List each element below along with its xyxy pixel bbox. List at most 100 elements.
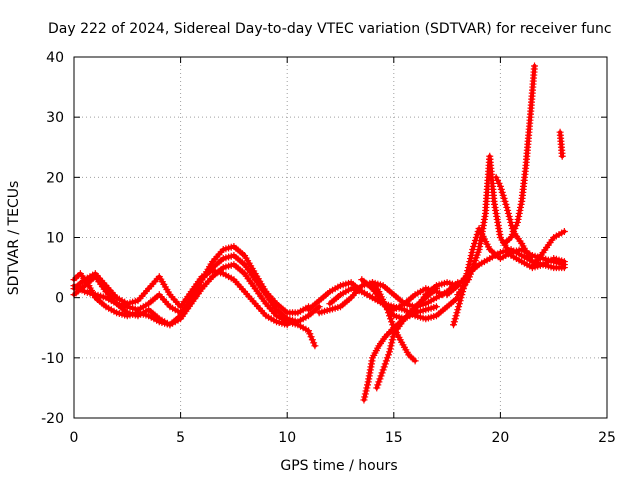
- data-point-marker: [514, 215, 522, 223]
- data-point-marker: [506, 215, 514, 223]
- series-track-11: [373, 285, 440, 392]
- data-point-marker: [503, 203, 511, 211]
- x-tick-label: 20: [491, 430, 509, 446]
- data-point-marker: [375, 378, 383, 386]
- data-point-marker: [512, 221, 520, 229]
- data-point-marker: [452, 312, 460, 320]
- x-axis-label: GPS time / hours: [280, 458, 397, 474]
- data-point-marker: [384, 309, 392, 317]
- data-point-marker: [305, 327, 313, 335]
- data-point-marker: [373, 384, 381, 392]
- data-point-marker: [388, 336, 396, 344]
- data-point-marker: [388, 339, 396, 347]
- data-point-marker: [449, 321, 457, 329]
- data-point-marker: [508, 230, 516, 238]
- data-point-marker: [380, 363, 388, 371]
- data-point-marker: [383, 354, 391, 362]
- data-point-marker: [457, 294, 465, 302]
- data-point-marker: [308, 336, 316, 344]
- data-point-marker: [306, 330, 314, 338]
- data-point-marker: [515, 212, 523, 220]
- series-track-9: [368, 279, 419, 365]
- data-point-marker: [504, 206, 512, 214]
- data-point-marker: [379, 366, 387, 374]
- data-point-marker: [378, 369, 386, 377]
- data-point-marker: [456, 297, 464, 305]
- data-point-marker: [432, 285, 440, 293]
- data-point-marker: [411, 357, 419, 365]
- data-point-marker: [498, 188, 506, 196]
- series-track-14: [454, 152, 568, 299]
- data-point-marker: [361, 393, 369, 401]
- data-point-marker: [307, 333, 315, 341]
- data-point-marker: [387, 315, 395, 323]
- data-point-marker: [516, 206, 524, 214]
- data-point-marker: [504, 209, 512, 217]
- y-tick-label: 0: [55, 291, 64, 307]
- series-track-4: [70, 267, 291, 329]
- data-point-marker: [467, 252, 475, 260]
- data-point-marker: [558, 152, 566, 160]
- data-point-marker: [362, 387, 370, 395]
- y-tick-label: 30: [46, 110, 64, 126]
- data-point-marker: [436, 289, 444, 297]
- data-point-marker: [386, 312, 394, 320]
- data-point-marker: [515, 209, 523, 217]
- data-point-marker: [465, 261, 473, 269]
- data-point-marker: [376, 375, 384, 383]
- data-point-marker: [531, 62, 539, 70]
- data-point-marker: [492, 173, 500, 181]
- data-point-marker: [494, 176, 502, 184]
- data-point-marker: [510, 227, 518, 235]
- data-point-marker: [383, 306, 391, 314]
- data-point-marker: [501, 197, 509, 205]
- data-point-marker: [386, 348, 394, 356]
- x-tick-label: 25: [598, 430, 616, 446]
- data-point-marker: [468, 249, 476, 257]
- data-point-marker: [502, 200, 510, 208]
- data-point-marker: [283, 321, 291, 329]
- y-tick-label: 40: [46, 50, 64, 66]
- data-point-marker: [517, 203, 525, 211]
- series-track-16: [501, 62, 539, 248]
- data-point-marker: [497, 185, 505, 193]
- grid-lines: [74, 57, 607, 418]
- x-tick-label: 0: [70, 430, 79, 446]
- data-point-marker: [495, 179, 503, 187]
- data-point-marker: [388, 318, 396, 326]
- axis-ticks: 0 5 10 15 20 25 -20 -10 0 10 20 30 40: [41, 50, 616, 446]
- data-point-marker: [454, 306, 462, 314]
- data-point-marker: [453, 309, 461, 317]
- data-point-marker: [377, 372, 385, 380]
- y-tick-label: -10: [41, 351, 64, 367]
- data-point-marker: [507, 218, 515, 226]
- plot-frame: [73, 56, 608, 419]
- data-point-marker: [469, 246, 477, 254]
- data-point-marker: [360, 396, 368, 404]
- data-point-marker: [560, 258, 568, 266]
- data-point-marker: [381, 360, 389, 368]
- data-point-marker: [560, 227, 568, 235]
- data-point-marker: [363, 384, 371, 392]
- data-point-marker: [382, 357, 390, 365]
- data-point-marker: [311, 342, 319, 350]
- data-point-marker: [505, 212, 513, 220]
- data-point-marker: [517, 200, 525, 208]
- data-point-marker: [387, 342, 395, 350]
- data-point-marker: [389, 333, 397, 341]
- data-point-marker: [386, 345, 394, 353]
- chart-title: Day 222 of 2024, Sidereal Day-to-day VTE…: [48, 21, 612, 37]
- x-tick-label: 10: [278, 430, 296, 446]
- y-axis-label: SDTVAR / TECUs: [6, 181, 22, 296]
- data-point-marker: [451, 315, 459, 323]
- data-point-marker: [364, 381, 372, 389]
- data-point-marker: [315, 303, 323, 311]
- data-point-marker: [496, 182, 504, 190]
- data-point-marker: [470, 243, 478, 251]
- data-point-marker: [513, 218, 521, 226]
- y-tick-label: -20: [41, 411, 64, 427]
- x-tick-label: 15: [385, 430, 403, 446]
- data-point-marker: [499, 191, 507, 199]
